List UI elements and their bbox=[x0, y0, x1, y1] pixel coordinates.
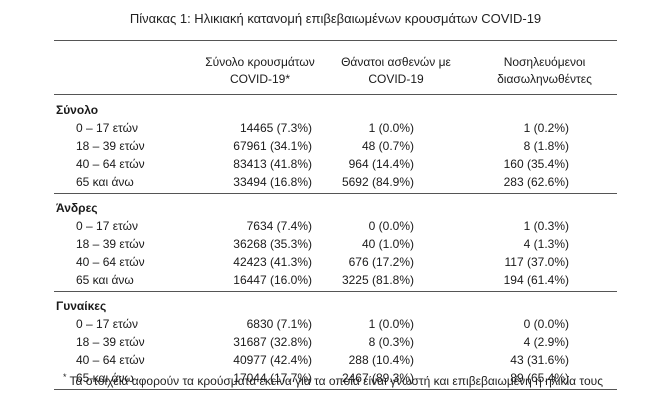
age-label: 40 – 64 ετών bbox=[76, 157, 145, 171]
table-row: 40 – 64 ετών 40977 (42.4%) 288 (10.4%) 4… bbox=[54, 351, 617, 369]
group-row-total: Σύνολο bbox=[54, 95, 617, 120]
cases-cell: 31687 (32.8%) bbox=[233, 335, 312, 349]
deaths-cell: 3225 (81.8%) bbox=[320, 271, 472, 292]
header-deaths: Θάνατοι ασθενών με COVID-19 bbox=[320, 40, 472, 95]
header-total-cases-line2: COVID-19* bbox=[229, 72, 291, 86]
group-label: Γυναίκες bbox=[56, 298, 107, 313]
header-deaths-line1: Θάνατοι ασθενών με bbox=[341, 55, 451, 69]
table-row: 0 – 17 ετών 7634 (7.4%) 0 (0.0%) 1 (0.3%… bbox=[54, 217, 617, 235]
cases-cell: 33494 (16.8%) bbox=[200, 173, 320, 194]
intubated-cell: 0 (0.0%) bbox=[523, 317, 569, 331]
age-label: 40 – 64 ετών bbox=[76, 353, 145, 367]
table-row: 40 – 64 ετών 83413 (41.8%) 964 (14.4%) 1… bbox=[54, 155, 617, 173]
header-intubated-line2: διασωληνωθέντες bbox=[497, 72, 592, 86]
deaths-cell: 48 (0.7%) bbox=[361, 139, 414, 153]
table-row: 65 και άνω 17044 (17.7%) 2467 (89.3%) 89… bbox=[54, 369, 617, 390]
table-title: Πίνακας 1: Ηλικιακή κατανομή επιβεβαιωμέ… bbox=[129, 11, 542, 26]
header-deaths-line2: COVID-19 bbox=[368, 72, 424, 86]
deaths-cell: 0 (0.0%) bbox=[368, 219, 414, 233]
intubated-cell: 194 (61.4%) bbox=[472, 271, 617, 292]
table-row: 65 και άνω 16447 (16.0%) 3225 (81.8%) 19… bbox=[54, 271, 617, 292]
age-label: 0 – 17 ετών bbox=[76, 317, 138, 331]
age-label: 0 – 17 ετών bbox=[76, 121, 138, 135]
deaths-cell: 40 (1.0%) bbox=[361, 237, 414, 251]
header-total-cases: Σύνολο κρουσμάτων COVID-19* bbox=[200, 40, 320, 95]
table-body: Σύνολο 0 – 17 ετών 14465 (7.3%) 1 (0.0%)… bbox=[54, 95, 617, 390]
deaths-cell: 2467 (89.3%) bbox=[320, 369, 472, 390]
deaths-cell: 8 (0.3%) bbox=[368, 335, 414, 349]
group-row-women: Γυναίκες bbox=[54, 292, 617, 316]
intubated-cell: 4 (1.3%) bbox=[523, 237, 569, 251]
deaths-cell: 676 (17.2%) bbox=[348, 255, 414, 269]
cases-cell: 14465 (7.3%) bbox=[239, 121, 312, 135]
intubated-cell: 8 (1.8%) bbox=[523, 139, 569, 153]
cases-cell: 83413 (41.8%) bbox=[233, 157, 312, 171]
intubated-cell: 43 (31.6%) bbox=[510, 353, 569, 367]
deaths-cell: 5692 (84.9%) bbox=[320, 173, 472, 194]
age-distribution-table: Σύνολο κρουσμάτων COVID-19* Θάνατοι ασθε… bbox=[54, 40, 617, 390]
deaths-cell: 288 (10.4%) bbox=[348, 353, 414, 367]
cases-cell: 7634 (7.4%) bbox=[246, 219, 312, 233]
table-row: 0 – 17 ετών 14465 (7.3%) 1 (0.0%) 1 (0.2… bbox=[54, 119, 617, 137]
intubated-cell: 160 (35.4%) bbox=[503, 157, 569, 171]
cases-cell: 67961 (34.1%) bbox=[233, 139, 312, 153]
intubated-cell: 1 (0.3%) bbox=[523, 219, 569, 233]
footnote-text: Τα στοιχεία αφορούν τα κρούσματα εκείνα … bbox=[69, 374, 603, 388]
header-total-cases-line1: Σύνολο κρουσμάτων bbox=[205, 55, 315, 69]
intubated-cell: 1 (0.2%) bbox=[523, 121, 569, 135]
table-header: Σύνολο κρουσμάτων COVID-19* Θάνατοι ασθε… bbox=[54, 40, 617, 95]
cases-cell: 40977 (42.4%) bbox=[233, 353, 312, 367]
group-label: Άνδρες bbox=[56, 200, 98, 215]
header-intubated: Νοσηλευόμενοι διασωληνωθέντες bbox=[472, 40, 617, 95]
age-label: 18 – 39 ετών bbox=[76, 335, 145, 349]
cases-cell: 16447 (16.0%) bbox=[200, 271, 320, 292]
age-label: 18 – 39 ετών bbox=[76, 237, 145, 251]
header-empty bbox=[54, 40, 200, 95]
cases-cell: 42423 (41.3%) bbox=[233, 255, 312, 269]
table-row: 0 – 17 ετών 6830 (7.1%) 1 (0.0%) 0 (0.0%… bbox=[54, 315, 617, 333]
age-label: 0 – 17 ετών bbox=[76, 219, 138, 233]
deaths-cell: 1 (0.0%) bbox=[368, 317, 414, 331]
age-label: 65 και άνω bbox=[54, 369, 200, 390]
table-row: 65 και άνω 33494 (16.8%) 5692 (84.9%) 28… bbox=[54, 173, 617, 194]
cases-cell: 36268 (35.3%) bbox=[233, 237, 312, 251]
intubated-cell: 89 (65.4%) bbox=[472, 369, 617, 390]
table-row: 18 – 39 ετών 36268 (35.3%) 40 (1.0%) 4 (… bbox=[54, 235, 617, 253]
table-row: 18 – 39 ετών 67961 (34.1%) 48 (0.7%) 8 (… bbox=[54, 137, 617, 155]
deaths-cell: 964 (14.4%) bbox=[348, 157, 414, 171]
cases-cell: 17044 (17.7%) bbox=[200, 369, 320, 390]
deaths-cell: 1 (0.0%) bbox=[368, 121, 414, 135]
age-label: 40 – 64 ετών bbox=[76, 255, 145, 269]
age-label: 18 – 39 ετών bbox=[76, 139, 145, 153]
table-row: 40 – 64 ετών 42423 (41.3%) 676 (17.2%) 1… bbox=[54, 253, 617, 271]
header-intubated-line1: Νοσηλευόμενοι bbox=[503, 55, 586, 69]
age-label: 65 και άνω bbox=[54, 173, 200, 194]
intubated-cell: 283 (62.6%) bbox=[472, 173, 617, 194]
intubated-cell: 4 (2.9%) bbox=[523, 335, 569, 349]
age-label: 65 και άνω bbox=[54, 271, 200, 292]
table-row: 18 – 39 ετών 31687 (32.8%) 8 (0.3%) 4 (2… bbox=[54, 333, 617, 351]
intubated-cell: 117 (37.0%) bbox=[504, 255, 569, 269]
group-label: Σύνολο bbox=[56, 102, 99, 117]
group-row-men: Άνδρες bbox=[54, 194, 617, 218]
footnote-marker: * bbox=[63, 372, 67, 382]
cases-cell: 6830 (7.1%) bbox=[246, 317, 312, 331]
footnote: * Τα στοιχεία αφορούν τα κρούσματα εκείνα… bbox=[63, 372, 603, 388]
